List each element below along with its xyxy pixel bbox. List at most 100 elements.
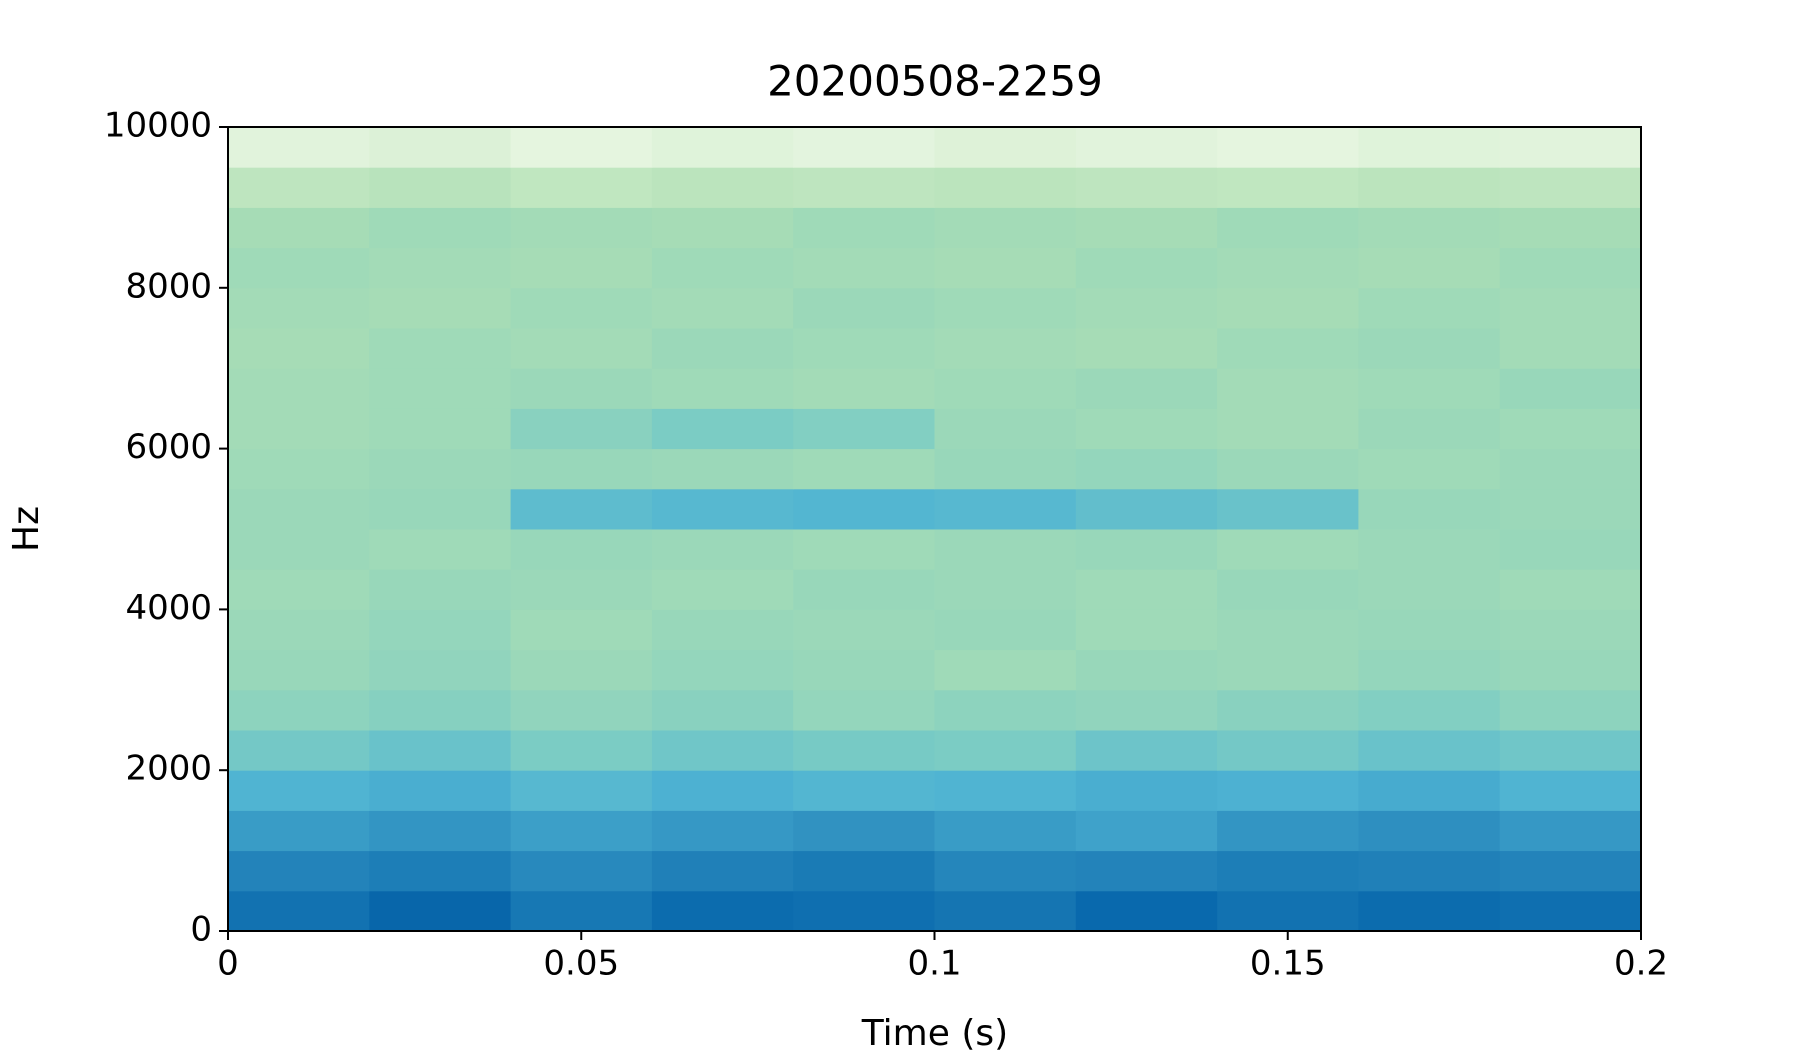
spectrogram-cell [228,488,370,530]
spectrogram-cell [510,890,653,932]
spectrogram-cell [1217,609,1359,651]
spectrogram-cell [651,850,794,892]
spectrogram-cell [228,529,370,570]
spectrogram-cell [1358,810,1501,852]
spectrogram-cell [1217,850,1359,892]
spectrogram-cell [1075,448,1218,490]
spectrogram-cell [793,368,935,409]
spectrogram-cell [1075,689,1218,731]
spectrogram-cell [1075,569,1218,610]
spectrogram-cell [1499,247,1642,289]
spectrogram-cell [934,850,1077,892]
spectrogram-cell [793,247,935,289]
spectrogram-cell [793,850,935,892]
spectrogram-cell [228,730,370,771]
spectrogram-cell [1358,569,1501,610]
spectrogram-cell [228,850,370,892]
spectrogram-cell [369,167,512,208]
spectrogram-cell [934,890,1077,932]
spectrogram-cell [1075,488,1218,530]
spectrogram-cell [228,127,370,168]
spectrogram-cell [934,770,1077,811]
spectrogram-cell [510,850,653,892]
spectrogram-cell [228,770,370,811]
spectrogram-cell [793,569,935,610]
spectrogram-cell [1499,850,1642,892]
spectrogram-cell [369,689,512,731]
spectrogram-cell [1075,287,1218,329]
spectrogram-cell [934,730,1077,771]
spectrogram-cell [228,328,370,369]
spectrogram-cell [228,609,370,651]
spectrogram-cell [934,247,1077,289]
spectrogram-cell [1499,649,1642,691]
spectrogram-cell [1075,730,1218,771]
spectrogram-cell [369,488,512,530]
spectrogram-cell [510,649,653,691]
spectrogram-cell [1499,448,1642,490]
spectrogram-cell [510,569,653,610]
spectrogram-cell [934,127,1077,168]
x-tick-label: 0.05 [543,944,619,984]
spectrogram-cell [651,529,794,570]
spectrogram-cell [793,730,935,771]
spectrogram-cell [1217,730,1359,771]
spectrogram-cell [369,368,512,409]
spectrogram-cell [228,810,370,852]
spectrogram-cell [369,448,512,490]
spectrogram-cell [228,287,370,329]
spectrogram-cell [510,730,653,771]
spectrogram-cell [1075,247,1218,289]
spectrogram-cell [1358,770,1501,811]
spectrogram-cell [934,448,1077,490]
spectrogram-cell [1358,488,1501,530]
spectrogram-cell [228,247,370,289]
spectrogram-cell [651,127,794,168]
spectrogram-cell [228,408,370,450]
spectrogram-cell [369,529,512,570]
spectrogram-cell [1075,810,1218,852]
spectrogram-cell [1499,770,1642,811]
spectrogram-cell [1075,167,1218,208]
spectrogram-cell [651,328,794,369]
spectrogram-cell [228,167,370,208]
spectrogram-cell [793,328,935,369]
spectrogram-cell [369,569,512,610]
spectrogram-cell [369,890,512,932]
spectrogram-cell [510,689,653,731]
x-axis-label: Time (s) [861,1013,1008,1050]
spectrogram-cell [369,207,512,249]
y-tick-label: 4000 [125,588,212,628]
spectrogram-cell [1499,167,1642,208]
spectrogram-cell [651,569,794,610]
spectrogram-cell [651,609,794,651]
spectrogram-cell [1499,368,1642,409]
spectrogram-cell [1358,167,1501,208]
spectrogram-cell [228,649,370,691]
spectrogram-cell [1075,529,1218,570]
spectrogram-cell [651,207,794,249]
spectrogram-cell [228,569,370,610]
spectrogram-cell [1358,850,1501,892]
spectrogram-cell [651,408,794,450]
spectrogram-cell [1217,127,1359,168]
spectrogram-cell [1499,609,1642,651]
spectrogram-cell [1217,649,1359,691]
x-tick-label: 0.1 [907,944,961,984]
spectrogram-cell [1499,207,1642,249]
spectrogram-cell [651,649,794,691]
spectrogram-cell [510,448,653,490]
spectrogram-cell [793,609,935,651]
spectrogram-cell [510,368,653,409]
spectrogram-cell [1499,730,1642,771]
spectrogram-cell [1499,488,1642,530]
spectrogram-cell [510,328,653,369]
spectrogram-cell [793,287,935,329]
spectrogram-cell [1499,810,1642,852]
spectrogram-cell [510,287,653,329]
spectrogram-cell [651,287,794,329]
spectrogram-cell [1075,408,1218,450]
spectrogram-cell [1217,408,1359,450]
spectrogram-cell [934,649,1077,691]
spectrogram-cell [369,850,512,892]
